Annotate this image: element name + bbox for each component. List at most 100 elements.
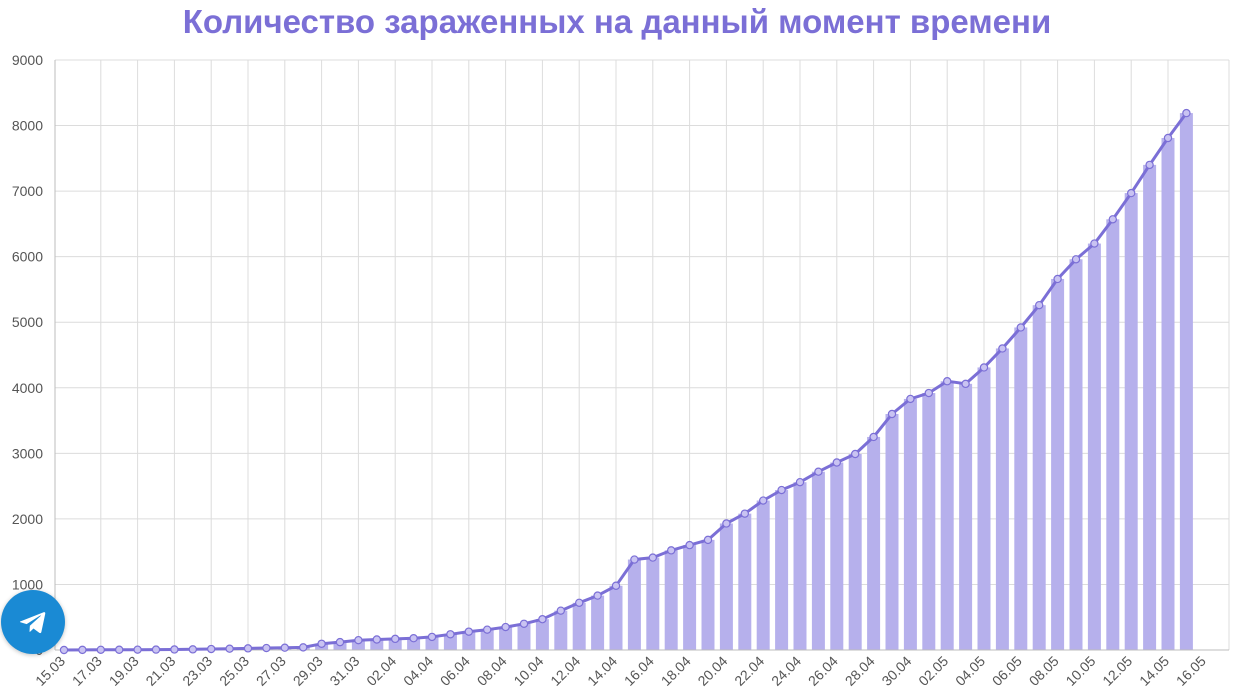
data-point	[611, 581, 621, 590]
data-point	[575, 598, 584, 608]
data-point	[998, 344, 1007, 353]
x-tick-label: 02.04	[363, 653, 399, 689]
x-tick-label: 17.03	[69, 653, 105, 689]
data-point	[593, 591, 602, 600]
x-tick-label: 12.05	[1099, 653, 1135, 689]
data-point	[943, 377, 952, 386]
bar	[591, 595, 605, 650]
telegram-paper-plane-icon	[19, 612, 46, 634]
bar	[351, 640, 365, 650]
x-tick-label: 08.05	[1026, 653, 1062, 689]
y-tick-label: 7000	[12, 183, 43, 199]
bar	[554, 610, 568, 650]
bar	[425, 636, 439, 650]
data-point	[667, 546, 676, 555]
x-tick-label: 18.04	[658, 653, 694, 689]
x-tick-label: 24.04	[768, 653, 804, 689]
data-point	[243, 644, 253, 653]
data-point	[446, 630, 455, 639]
x-tick-label: 06.04	[437, 653, 473, 689]
data-point	[96, 645, 106, 655]
bar	[940, 381, 954, 650]
bar	[1087, 243, 1101, 651]
bar	[443, 634, 457, 650]
y-tick-label: 4000	[12, 380, 43, 396]
data-point	[409, 634, 418, 643]
data-point	[1016, 323, 1026, 332]
bar	[683, 545, 697, 650]
data-point	[832, 458, 842, 467]
data-point	[648, 553, 658, 562]
bar	[867, 436, 881, 650]
bar	[627, 559, 641, 650]
x-tick-label: 23.03	[179, 653, 215, 689]
bar	[535, 619, 549, 650]
data-point	[1053, 274, 1062, 284]
x-axis-ticks: 15.03 17.03 19.03 21.03 23.03 25.03 27.03 29.03…	[32, 653, 1209, 689]
data-point	[851, 449, 860, 459]
bar	[1179, 113, 1193, 651]
data-point	[483, 625, 492, 634]
data-point	[133, 645, 142, 654]
x-tick-label: 29.03	[290, 653, 326, 689]
data-point	[188, 645, 197, 654]
x-tick-label: 08.04	[474, 653, 510, 689]
x-tick-label: 16.05	[1173, 653, 1209, 689]
data-point	[317, 639, 326, 648]
data-point	[1126, 188, 1136, 198]
data-point	[1182, 108, 1191, 118]
bar	[756, 500, 770, 650]
data-point	[961, 379, 970, 389]
x-tick-label: 04.04	[400, 653, 436, 689]
data-point	[59, 645, 69, 655]
x-tick-label: 04.05	[952, 653, 988, 689]
x-tick-label: 30.04	[878, 653, 914, 689]
x-tick-label: 10.05	[1062, 653, 1098, 689]
data-point	[887, 409, 897, 419]
bar	[922, 393, 936, 650]
data-point	[206, 644, 216, 654]
data-point	[685, 540, 694, 550]
x-tick-label: 16.04	[621, 653, 657, 689]
data-point	[740, 509, 750, 518]
y-tick-label: 8000	[12, 118, 43, 134]
data-point	[906, 394, 915, 404]
bar	[646, 557, 660, 650]
y-tick-label: 2000	[12, 511, 43, 527]
y-tick-label: 3000	[12, 445, 43, 461]
data-point	[795, 477, 805, 487]
y-axis-ticks: 0100020003000400050006000700080009000	[12, 52, 43, 658]
data-point	[78, 645, 87, 655]
x-tick-label: 20.04	[694, 653, 730, 689]
data-point	[1108, 215, 1118, 224]
bar	[370, 639, 384, 650]
data-point	[814, 467, 823, 476]
data-point	[501, 622, 510, 632]
bar	[388, 638, 402, 650]
data-point	[519, 619, 529, 628]
data-point	[354, 635, 363, 645]
telegram-button[interactable]	[1, 590, 65, 654]
bar	[738, 513, 752, 650]
x-tick-label: 02.05	[915, 653, 951, 689]
bar	[793, 482, 807, 650]
series-points	[59, 108, 1191, 655]
bar	[499, 627, 513, 650]
bar	[995, 348, 1009, 650]
x-tick-label: 14.05	[1136, 653, 1172, 689]
data-point	[1090, 239, 1099, 248]
bar	[1014, 327, 1028, 650]
data-point	[225, 644, 234, 653]
data-point	[464, 627, 473, 636]
bar	[664, 550, 678, 650]
bar	[830, 462, 844, 650]
data-point	[151, 645, 161, 654]
data-point	[722, 519, 731, 528]
x-tick-label: 22.04	[731, 653, 767, 689]
bar	[811, 471, 825, 650]
data-point	[979, 363, 989, 372]
data-point	[299, 643, 308, 652]
x-tick-label: 15.03	[32, 653, 68, 689]
x-tick-label: 26.04	[805, 653, 841, 689]
